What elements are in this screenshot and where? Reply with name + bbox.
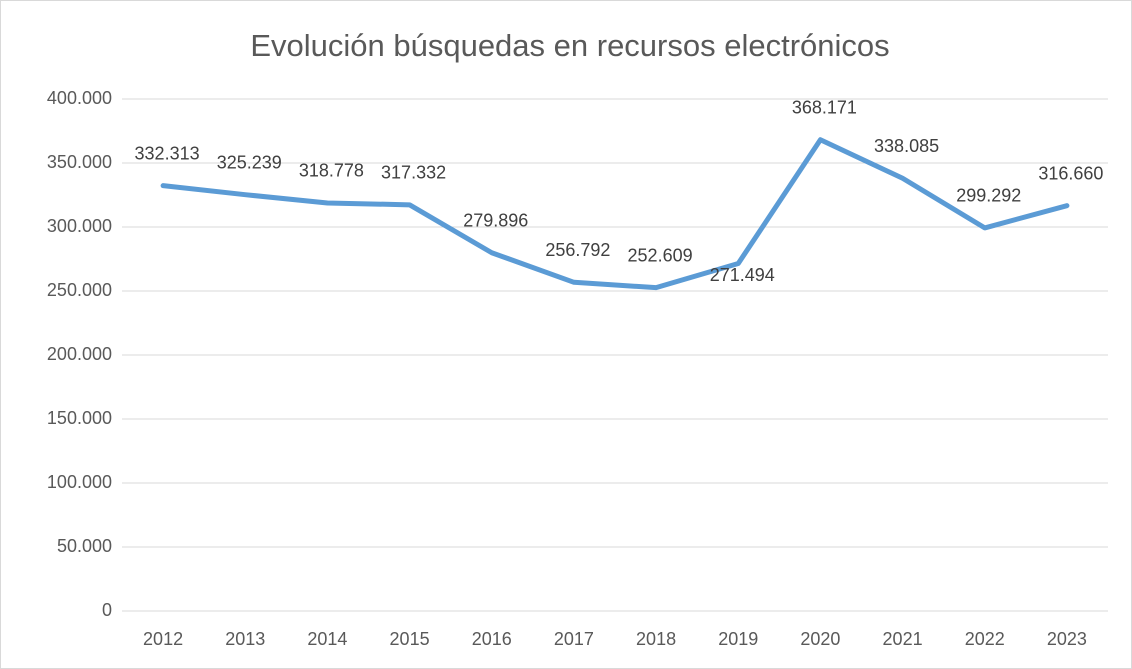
data-label: 368.171 (792, 97, 857, 117)
y-tick-label: 0 (102, 600, 112, 620)
x-tick-label: 2018 (636, 629, 676, 649)
data-label: 279.896 (463, 210, 528, 230)
data-label: 299.292 (956, 186, 1021, 206)
y-tick-label: 250.000 (47, 280, 112, 300)
data-label: 252.609 (628, 245, 693, 265)
x-tick-label: 2019 (718, 629, 758, 649)
y-tick-label: 400.000 (47, 88, 112, 108)
x-tick-label: 2016 (472, 629, 512, 649)
y-tick-label: 100.000 (47, 472, 112, 492)
x-tick-label: 2012 (143, 629, 183, 649)
y-tick-label: 150.000 (47, 408, 112, 428)
x-tick-label: 2023 (1047, 629, 1087, 649)
x-tick-label: 2014 (307, 629, 347, 649)
data-label: 332.313 (135, 143, 200, 163)
data-label: 338.085 (874, 136, 939, 156)
y-tick-label: 300.000 (47, 216, 112, 236)
data-label: 318.778 (299, 161, 364, 181)
data-label: 271.494 (710, 265, 775, 285)
data-label: 325.239 (217, 152, 282, 172)
x-tick-label: 2013 (225, 629, 265, 649)
data-label: 256.792 (545, 240, 610, 260)
y-tick-label: 50.000 (57, 536, 112, 556)
data-label: 316.660 (1038, 163, 1103, 183)
x-tick-label: 2022 (965, 629, 1005, 649)
x-tick-label: 2021 (883, 629, 923, 649)
y-tick-label: 350.000 (47, 152, 112, 172)
y-tick-label: 200.000 (47, 344, 112, 364)
data-label: 317.332 (381, 163, 446, 183)
x-tick-label: 2015 (390, 629, 430, 649)
chart-title: Evolución búsquedas en recursos electrón… (250, 28, 889, 63)
x-tick-label: 2020 (800, 629, 840, 649)
x-tick-label: 2017 (554, 629, 594, 649)
data-line (160, 137, 1070, 291)
